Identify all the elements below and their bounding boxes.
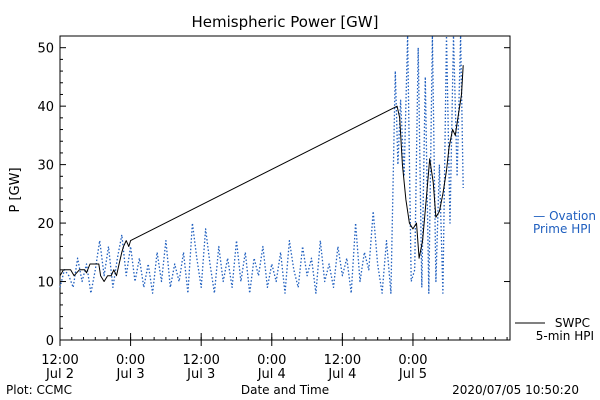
plot-timestamp: 2020/07/05 10:50:20 [452,383,579,397]
legend-ovation-line2: Prime HPI [533,222,591,236]
x-tick-label-date: Jul 3 [186,367,215,382]
plot-source-label: Plot: CCMC [6,383,72,397]
x-tick-label-date: Jul 4 [327,367,356,382]
y-tick-label: 30 [37,159,54,174]
x-tick-label-date: Jul 5 [398,367,427,382]
legend-ovation-line1: — Ovation [533,209,596,223]
y-tick-label: 40 [37,100,54,115]
plot-area [59,35,511,341]
y-axis: 0 10 20 30 40 50 [37,35,510,349]
x-tick-label-time: 0:00 [257,353,286,368]
x-tick-label-time: 0:00 [398,353,427,368]
y-tick-label: 50 [37,42,54,57]
y-tick-label: 0 [46,334,54,349]
x-tick-label-date: Jul 2 [45,367,74,382]
x-tick-label-time: 12:00 [182,353,219,368]
series-layer [59,35,464,294]
x-tick-label-time: 12:00 [41,353,78,368]
x-tick-label-time: 12:00 [324,353,361,368]
y-axis-label: P [GW] [8,167,23,212]
legend-swpc-line1: SWPC [555,316,590,330]
plot-frame [59,35,511,341]
legend-swpc-line2: 5-min HPI [536,329,594,343]
y-tick-label: 20 [37,217,54,232]
x-tick-label-date: Jul 4 [257,367,286,382]
series-swpc-line [59,65,464,282]
x-axis-label: Date and Time [241,383,329,397]
x-tick-label-date: Jul 3 [116,367,145,382]
y-tick-label: 10 [37,276,54,291]
x-tick-label-time: 0:00 [116,353,145,368]
chart-title: Hemispheric Power [GW] [192,13,379,31]
